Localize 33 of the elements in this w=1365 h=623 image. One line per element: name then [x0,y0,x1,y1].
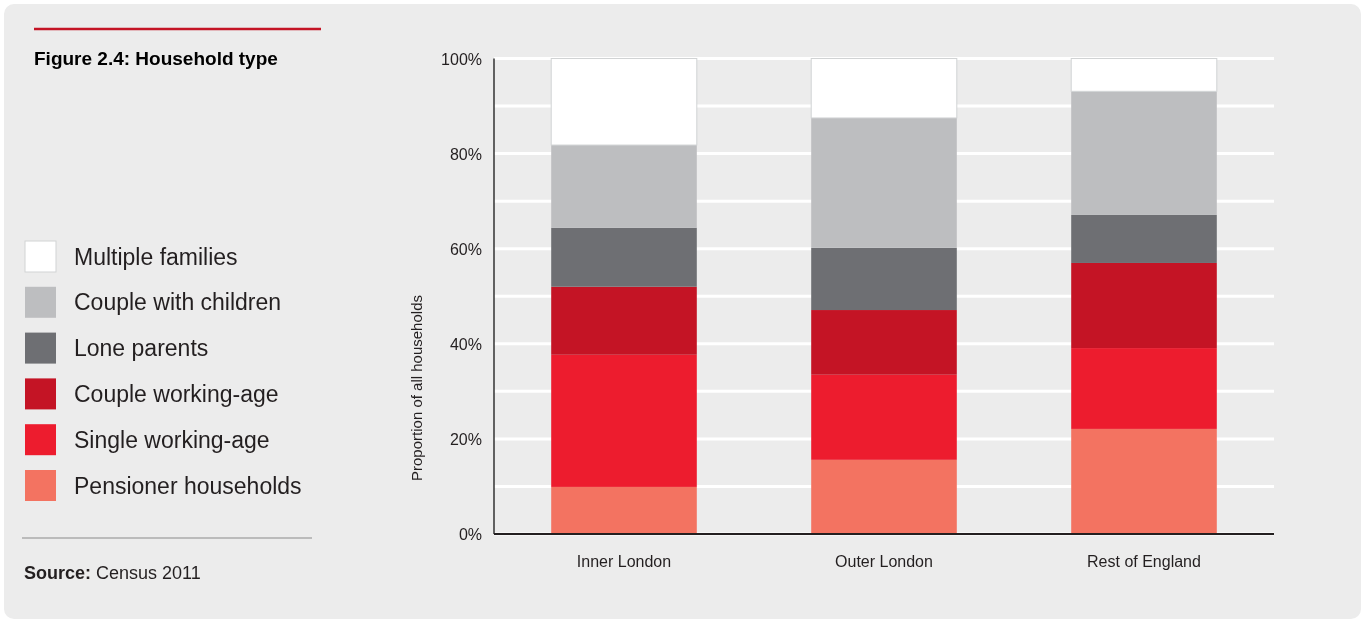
legend-label: Multiple families [74,243,238,270]
legend-label: Couple working-age [74,380,279,407]
bar [1071,348,1217,429]
x-tick-label: Outer London [835,552,933,570]
bar [551,354,697,487]
bar [1071,262,1217,349]
legend-label: Single working-age [74,426,270,453]
x-tick-label: Inner London [576,552,672,570]
legend-label: Lone parents [74,335,209,362]
x-tick-label: Rest of England [1087,552,1201,570]
y-axis-title: Proportion of all households [407,295,425,481]
bar [811,374,957,460]
bar [551,145,697,228]
legend-label: Couple with children [74,289,282,316]
bar [551,227,697,287]
bar [1071,91,1217,215]
bar [811,310,957,375]
y-tick-label: 0% [458,525,482,543]
bar [551,486,697,534]
y-tick-label: 20% [449,430,482,448]
bar [811,247,957,311]
text: Figure 2.4: Household type [34,48,278,69]
bar [1071,428,1217,534]
y-tick-label: 40% [449,335,482,353]
y-tick-label: 100% [441,50,482,67]
bar [811,117,957,248]
bar [811,459,957,534]
legend-label: Pensioner households [74,472,302,499]
bar [551,286,697,355]
y-tick-label: 80% [449,145,482,163]
source-note: Source: Census 2011 [24,563,201,583]
bar [1071,214,1217,263]
y-tick-label: 60% [449,240,482,258]
